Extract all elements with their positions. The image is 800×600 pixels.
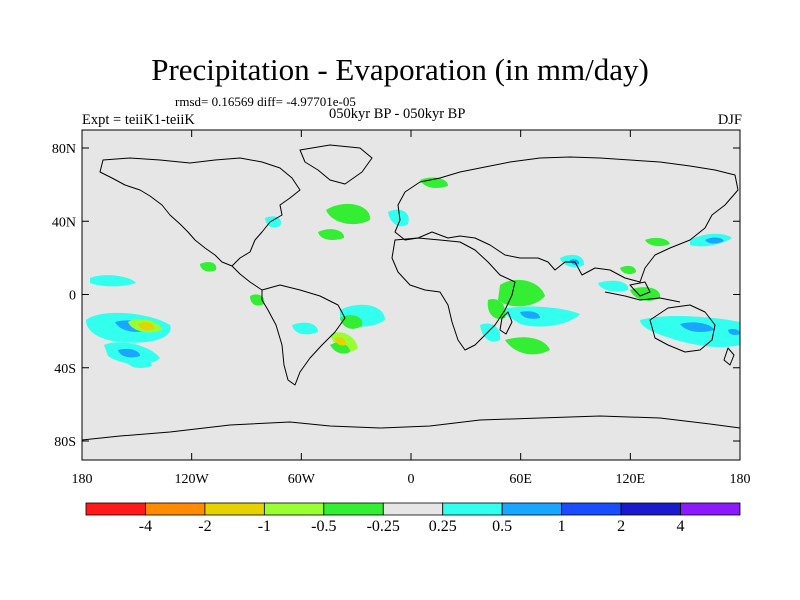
- patch: [138, 322, 155, 331]
- patch: [487, 299, 506, 320]
- colorbar-label: 4: [676, 518, 685, 535]
- patch: [728, 329, 740, 335]
- lon-tick-label: 180: [72, 472, 93, 487]
- lat-tick-label: 80S: [54, 435, 76, 450]
- patch: [250, 294, 265, 306]
- patch: [118, 348, 140, 358]
- lat-ticks: 80N 40N 0 40S 80S: [52, 142, 740, 450]
- colorbar-segment: [263, 502, 325, 516]
- patch: [620, 265, 636, 275]
- stats-label: rmsd= 0.16569 diff= -4.97701e-05: [175, 94, 356, 109]
- colorbar-segment: [323, 502, 384, 516]
- patch: [645, 237, 670, 247]
- colorbar-segment: [501, 502, 563, 516]
- lat-tick-label: 80N: [52, 142, 76, 157]
- colorbar-label: 1: [557, 518, 566, 535]
- patch: [520, 311, 540, 319]
- coastline-madagascar: [499, 311, 513, 335]
- colorbar-segment: [204, 502, 265, 516]
- patch: [705, 237, 724, 244]
- patch: [388, 209, 409, 227]
- colorbar-segment: [442, 502, 503, 516]
- colorbar-label: 0.25: [428, 518, 457, 535]
- lat-tick-label: 0: [69, 289, 76, 304]
- patch: [292, 322, 318, 335]
- coastline-indonesia: [604, 291, 681, 303]
- colorbar-label: -2: [198, 518, 212, 535]
- lon-tick-label: 60E: [509, 472, 532, 487]
- colorbar-label: -0.5: [311, 518, 337, 535]
- colorbar-label: 0.5: [492, 518, 513, 535]
- patch: [90, 275, 136, 287]
- patch: [326, 203, 371, 225]
- coastline-antarctica: [82, 415, 740, 441]
- coastline-australia: [649, 304, 716, 353]
- colorbar-segment: [680, 502, 741, 516]
- colorbar-segment: [561, 502, 622, 516]
- coastline-africa: [391, 237, 516, 351]
- coastline-south-america: [261, 284, 346, 386]
- season-label: DJF: [717, 112, 742, 128]
- lon-ticks: 180 120W 60W 0 60E 120E 180: [72, 130, 751, 487]
- lon-tick-label: 120W: [175, 472, 210, 487]
- colorbar-label: -4: [138, 518, 153, 535]
- patch: [318, 229, 345, 240]
- lon-tick-label: 180: [730, 472, 751, 487]
- patch: [200, 262, 217, 272]
- patch: [335, 336, 347, 346]
- coastline-eurasia: [394, 156, 739, 283]
- colorbar-segment: [382, 502, 444, 516]
- coastline-north-america: [99, 157, 301, 267]
- experiment-label: Expt = teiiK1-teiiK: [82, 112, 195, 128]
- colorbar-segment: [620, 502, 681, 516]
- colorbar-label: -1: [257, 518, 272, 535]
- patch: [265, 216, 281, 228]
- colorbar-segment: [85, 502, 146, 516]
- coastline-new-zealand: [723, 347, 735, 366]
- patch: [598, 280, 629, 292]
- patch: [480, 323, 501, 342]
- patch: [340, 315, 363, 329]
- lon-tick-label: 0: [408, 472, 415, 487]
- colorbar: [85, 502, 741, 516]
- patch: [330, 342, 350, 354]
- lat-tick-label: 40S: [54, 362, 76, 377]
- coastline-central-america: [231, 265, 263, 291]
- lat-tick-label: 40N: [52, 215, 76, 230]
- patch: [505, 337, 550, 355]
- anomaly-patches: [86, 177, 740, 368]
- coastlines: [82, 144, 740, 441]
- patch: [640, 316, 740, 348]
- coastline-borneo: [629, 281, 651, 297]
- patch: [126, 358, 152, 368]
- chart-title: Precipitation - Evaporation (in mm/day): [151, 52, 649, 87]
- lon-tick-label: 60W: [288, 472, 316, 487]
- colorbar-segment: [145, 502, 206, 516]
- colorbar-label: 2: [617, 518, 626, 535]
- period-label: 050kyr BP - 050kyr BP: [329, 106, 466, 122]
- coastline-greenland: [299, 144, 373, 185]
- colorbar-label: -0.25: [366, 518, 400, 535]
- lon-tick-label: 120E: [616, 472, 646, 487]
- patch: [680, 322, 714, 332]
- map-background: [82, 130, 740, 460]
